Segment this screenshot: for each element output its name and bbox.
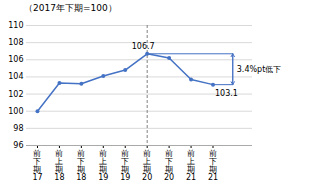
svg-text:106: 106 bbox=[8, 55, 23, 64]
svg-text:前上期19: 前上期19 bbox=[98, 149, 108, 182]
svg-text:前下期18: 前下期18 bbox=[76, 149, 86, 182]
svg-text:98: 98 bbox=[13, 124, 23, 133]
html-text:（2017年下期=100）: （2017年下期=100） bbox=[24, 3, 117, 13]
svg-text:108: 108 bbox=[8, 38, 23, 47]
svg-text:96: 96 bbox=[13, 141, 23, 150]
svg-text:前下期21: 前下期21 bbox=[208, 149, 218, 182]
svg-text:106.7: 106.7 bbox=[132, 42, 155, 51]
svg-text:100: 100 bbox=[8, 107, 23, 116]
svg-text:前上期20: 前上期20 bbox=[142, 149, 152, 182]
svg-text:102: 102 bbox=[8, 90, 23, 99]
svg-text:103.1: 103.1 bbox=[215, 89, 238, 98]
svg-text:前下期19: 前下期19 bbox=[120, 149, 130, 182]
svg-text:前下期20: 前下期20 bbox=[164, 149, 174, 182]
svg-text:前上期18: 前上期18 bbox=[54, 149, 64, 182]
svg-text:104: 104 bbox=[8, 72, 23, 81]
svg-text:3.4%pt低下: 3.4%pt低下 bbox=[237, 65, 282, 74]
svg-text:110: 110 bbox=[8, 21, 23, 30]
svg-text:前下期17: 前下期17 bbox=[32, 149, 42, 182]
svg-text:前上期21: 前上期21 bbox=[186, 149, 196, 182]
